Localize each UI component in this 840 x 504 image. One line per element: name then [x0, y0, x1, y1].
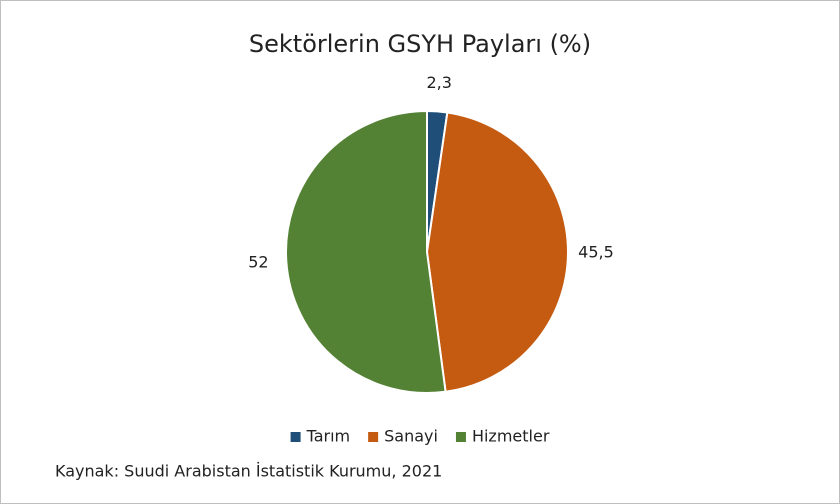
pie-slice: [425, 111, 569, 393]
data-label: 52: [248, 253, 268, 272]
source-note: Kaynak: Suudi Arabistan İstatistik Kurum…: [55, 462, 442, 481]
pie-slice: [285, 109, 447, 394]
legend-swatch: [368, 432, 379, 442]
legend-label: Tarım: [306, 427, 351, 446]
legend-swatch: [455, 432, 466, 442]
legend-swatch: [290, 432, 301, 442]
legend-label: Hizmetler: [472, 427, 550, 446]
chart-title: Sektörlerin GSYH Payları (%): [249, 30, 591, 58]
data-label: 45,5: [578, 243, 614, 262]
data-label: 2,3: [426, 73, 451, 92]
legend-label: Sanayi: [384, 427, 438, 446]
